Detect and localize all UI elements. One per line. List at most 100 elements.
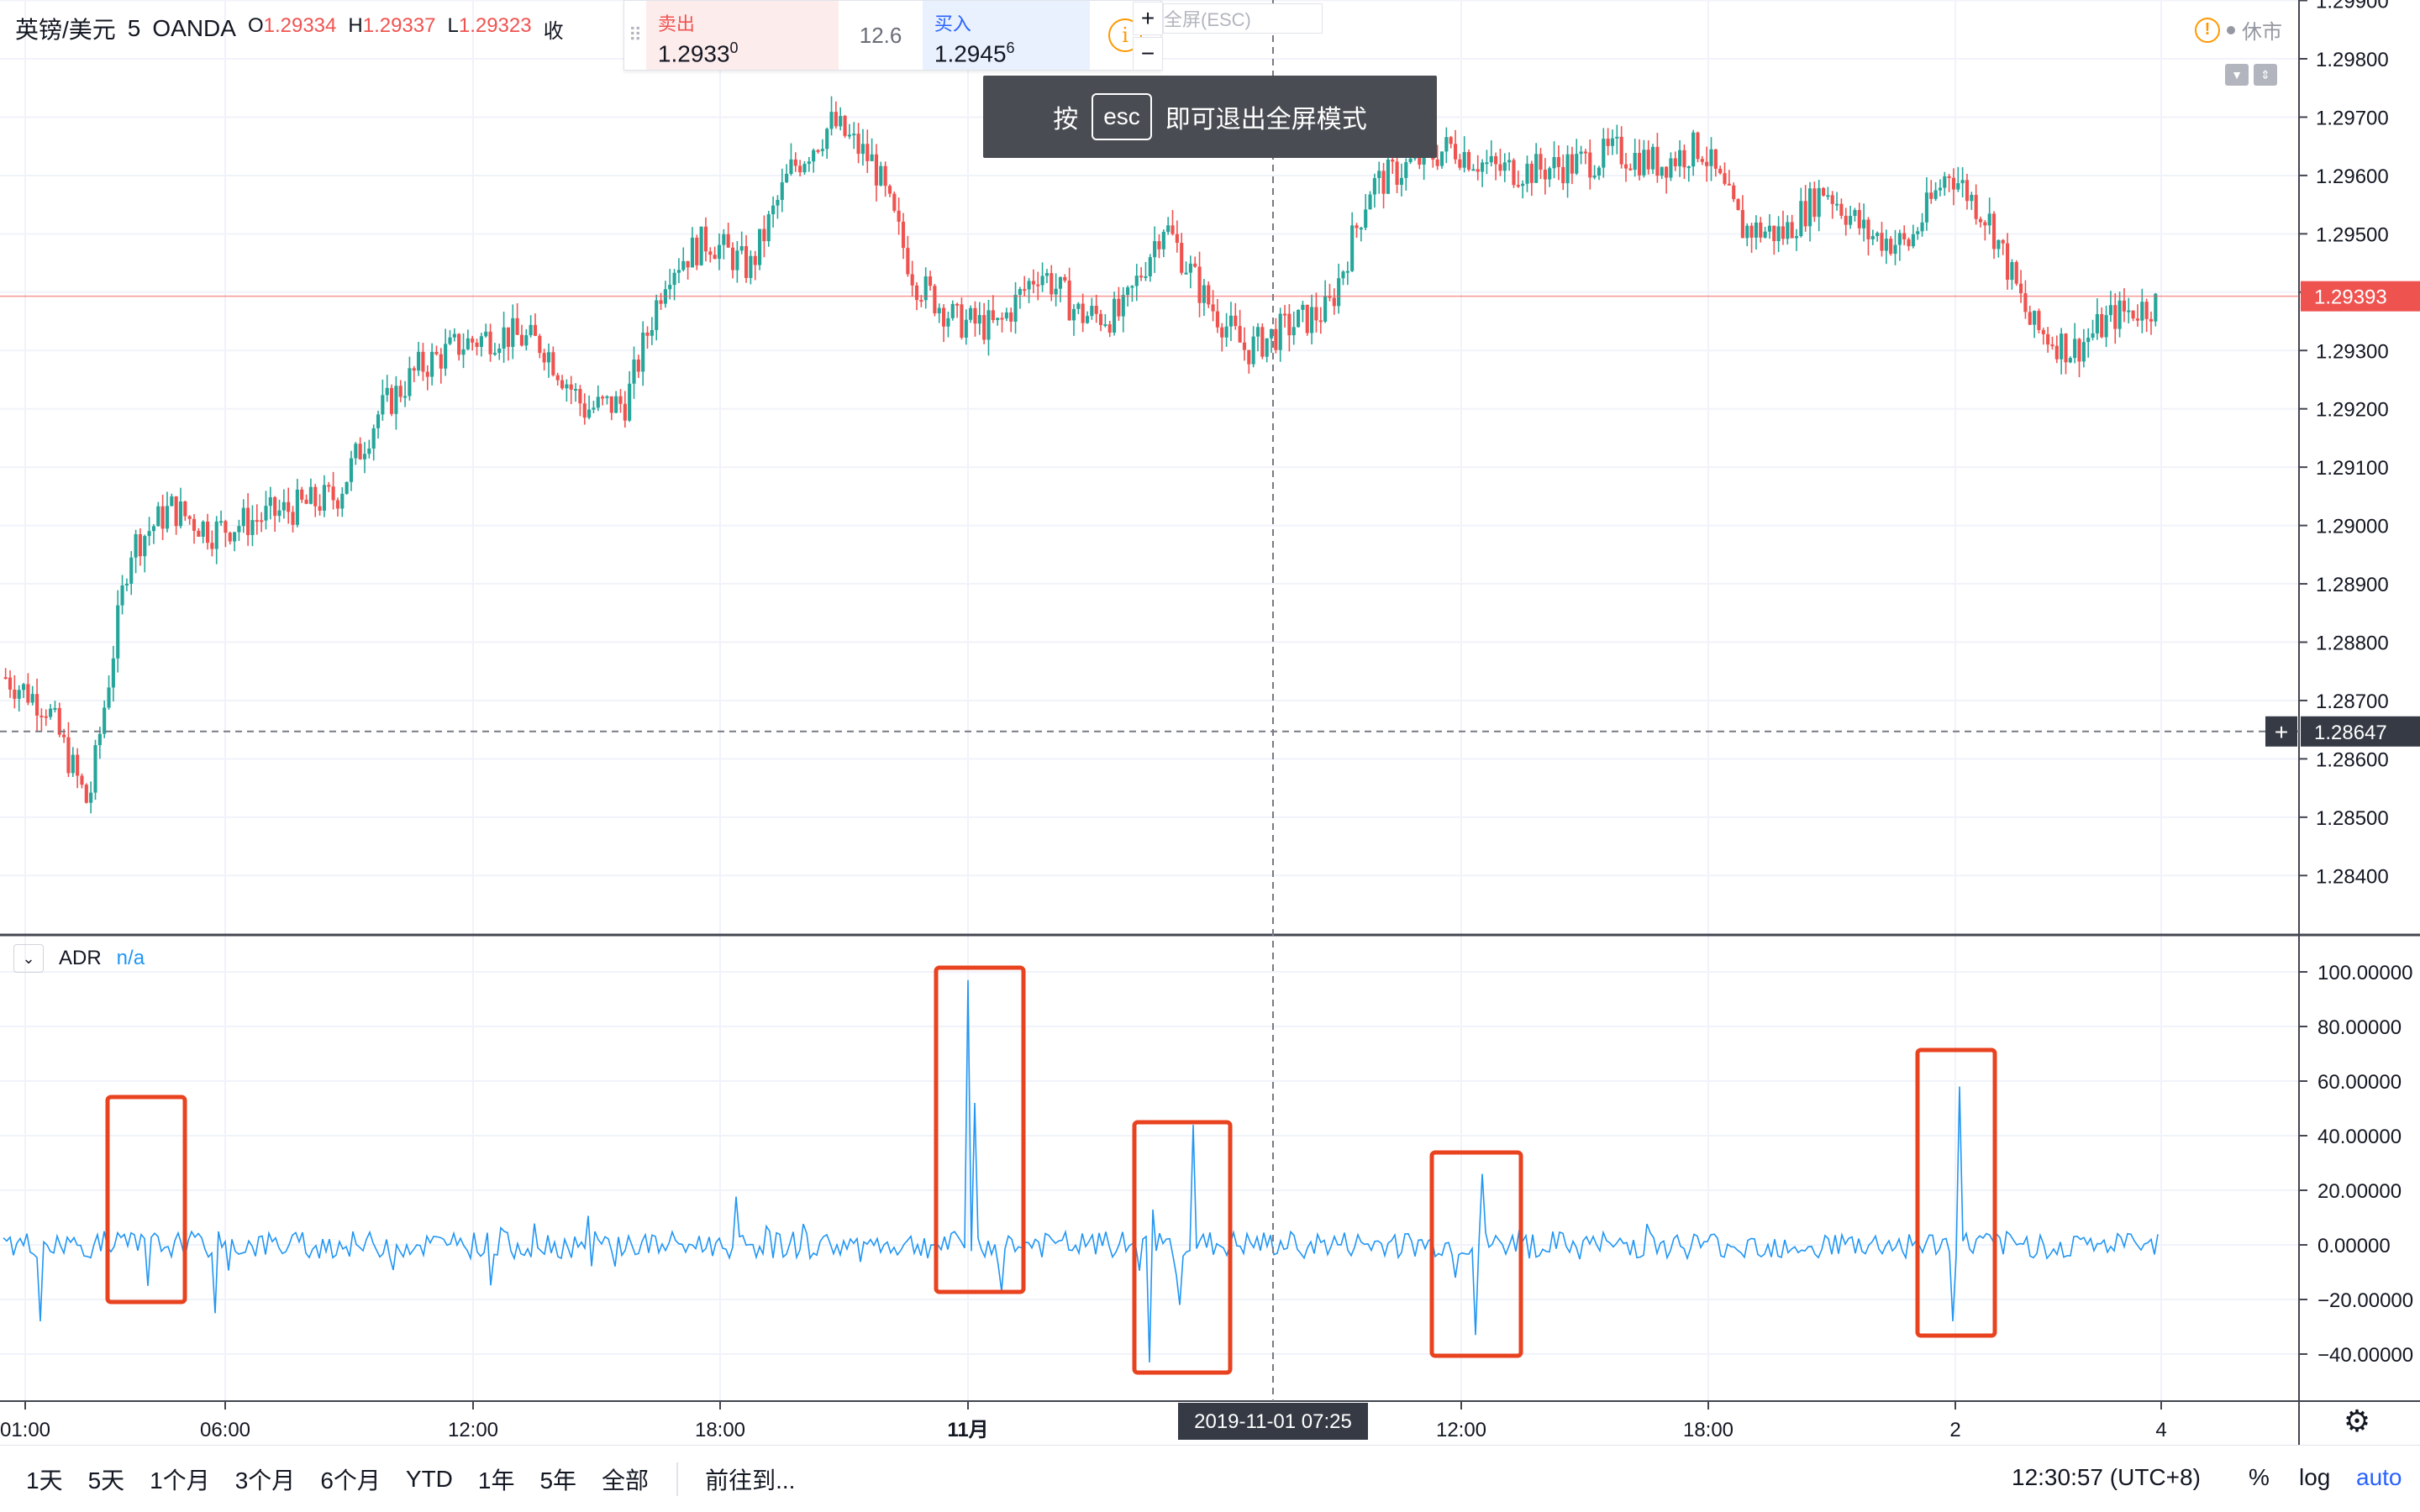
- candle-body: [1144, 276, 1148, 278]
- candle-body: [1853, 210, 1857, 216]
- quantity-minus-button[interactable]: −: [1133, 37, 1163, 71]
- candle-body: [1812, 188, 1817, 218]
- candle-body: [2091, 333, 2095, 338]
- candle-body: [408, 368, 412, 396]
- quantity-plus-button[interactable]: +: [1133, 2, 1163, 35]
- candle-body: [1637, 153, 1642, 176]
- candle-body: [538, 335, 542, 354]
- range-1y[interactable]: 1年: [477, 1467, 515, 1494]
- candle-body: [1642, 150, 1646, 176]
- candle-body: [1916, 231, 1920, 234]
- candle-body: [753, 255, 757, 265]
- clock[interactable]: 12:30:57 (UTC+8): [2012, 1464, 2201, 1490]
- auto-toggle[interactable]: auto: [2356, 1464, 2402, 1490]
- candle-body: [618, 396, 623, 404]
- candle-body: [1767, 225, 1772, 232]
- candle-body: [776, 200, 780, 206]
- candle-body: [1745, 225, 1749, 239]
- candle-body: [1314, 307, 1318, 321]
- candle-body: [233, 532, 237, 542]
- candle-body: [97, 733, 102, 746]
- candle-body: [887, 186, 892, 194]
- candle-body: [1287, 313, 1292, 336]
- range-5d[interactable]: 5天: [87, 1467, 125, 1494]
- candle-body: [129, 557, 134, 584]
- range-6m[interactable]: 6个月: [320, 1467, 381, 1494]
- ohlc-open-value: 1.29334: [263, 13, 337, 37]
- collapse-icon[interactable]: ▼: [2225, 64, 2249, 86]
- range-5y[interactable]: 5年: [539, 1467, 577, 1494]
- candle-body: [201, 521, 205, 537]
- candle-body: [1548, 168, 1552, 180]
- candle-body: [856, 134, 860, 155]
- candle-body: [1260, 327, 1265, 357]
- candle-body: [515, 318, 519, 335]
- candle-body: [1754, 222, 1758, 238]
- market-status[interactable]: ! 休市: [2195, 15, 2282, 45]
- candle-body: [569, 384, 573, 390]
- candle-body: [1009, 312, 1013, 322]
- candle-body: [605, 396, 609, 398]
- log-toggle[interactable]: log: [2299, 1464, 2331, 1490]
- price-tick-label: 1.28800: [2316, 633, 2389, 655]
- candle-body: [1876, 233, 1880, 236]
- candle-body: [39, 715, 44, 717]
- candle-body: [601, 396, 605, 399]
- candle-body: [1556, 156, 1560, 167]
- percent-toggle[interactable]: %: [2249, 1464, 2270, 1490]
- range-1d[interactable]: 1天: [26, 1467, 63, 1494]
- candle-body: [2081, 342, 2086, 362]
- candle-body: [1610, 138, 1615, 146]
- symbol-name[interactable]: 英镑/美元: [15, 17, 116, 43]
- drag-handle-icon[interactable]: ⠿: [628, 24, 643, 45]
- last-price-badge: [2301, 281, 2420, 312]
- candle-body: [1907, 239, 1911, 247]
- candle-body: [2068, 358, 2072, 363]
- candle-body: [914, 285, 919, 301]
- candle-body: [434, 351, 439, 354]
- settings-gear-icon[interactable]: ⚙: [2343, 1404, 2371, 1438]
- range-ytd[interactable]: YTD: [405, 1465, 453, 1492]
- maximize-icon[interactable]: ⇕: [2254, 64, 2277, 86]
- range-all[interactable]: 全部: [602, 1467, 650, 1494]
- candle-body: [497, 348, 502, 354]
- candle-body: [89, 792, 93, 803]
- candle-body: [946, 318, 950, 327]
- candle-body: [986, 310, 991, 340]
- candle-body: [205, 521, 210, 543]
- range-3m[interactable]: 3个月: [234, 1467, 296, 1494]
- candle-body: [1112, 298, 1117, 333]
- candle-body: [381, 395, 385, 415]
- range-1m[interactable]: 1个月: [150, 1467, 210, 1494]
- candle-body: [852, 134, 856, 136]
- candle-body: [636, 360, 640, 372]
- candle-body: [798, 165, 802, 173]
- candle-body: [322, 485, 326, 511]
- candle-body: [187, 516, 192, 519]
- candle-body: [417, 351, 421, 371]
- candle-body: [1098, 313, 1103, 326]
- candle-body: [1817, 187, 1821, 218]
- chevron-down-icon[interactable]: ⌄: [13, 944, 44, 973]
- candle-body: [1920, 222, 1924, 232]
- candle-body: [1274, 328, 1278, 350]
- buy-button[interactable]: 买入 1.29456: [922, 1, 1091, 70]
- symbol-header[interactable]: 英镑/美元 5 OANDA O1.29334 H1.29337 L1.29323…: [15, 12, 564, 45]
- candle-body: [655, 300, 659, 330]
- candle-body: [834, 112, 838, 127]
- candle-body: [398, 386, 402, 397]
- indicator-name[interactable]: ADR: [59, 947, 102, 969]
- candle-body: [883, 165, 887, 186]
- candle-body: [1265, 338, 1269, 357]
- candle-body: [260, 520, 264, 522]
- info-button[interactable]: i: [1090, 1, 1160, 70]
- symbol-interval[interactable]: 5: [127, 15, 141, 41]
- sell-button[interactable]: 卖出 1.29330: [645, 1, 839, 70]
- candle-body: [1345, 270, 1349, 273]
- candle-body: [923, 276, 928, 301]
- goto-date-button[interactable]: 前往到...: [705, 1467, 796, 1494]
- candle-body: [1799, 201, 1803, 237]
- candle-body: [1597, 167, 1602, 176]
- candle-body: [246, 507, 250, 535]
